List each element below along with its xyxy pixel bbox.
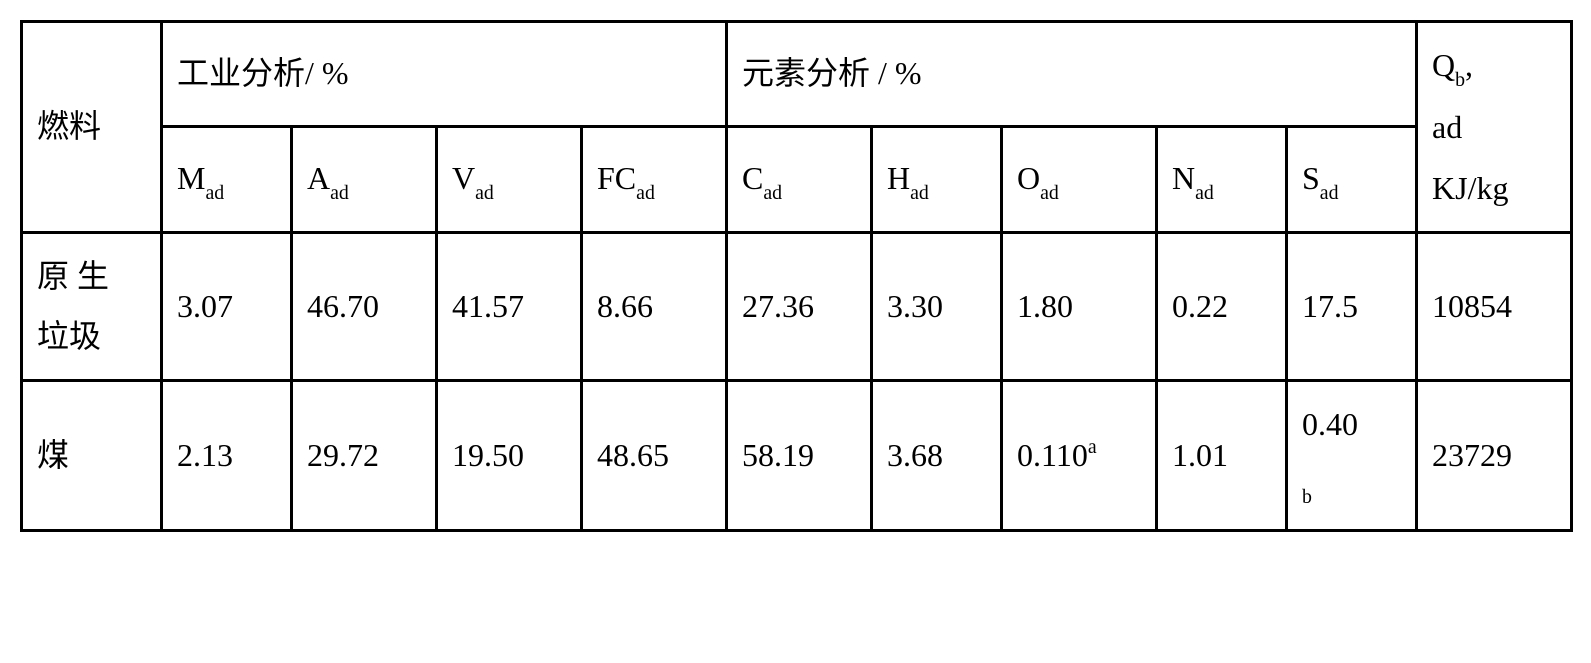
header-fuel: 燃料	[22, 22, 162, 233]
header-industrial-analysis: 工业分析/ %	[162, 22, 727, 127]
cell-value: 1.01	[1157, 381, 1287, 531]
cell-value: 3.30	[872, 232, 1002, 381]
header-qb: Qb, ad KJ/kg	[1417, 22, 1572, 233]
fuel-analysis-table: 燃料 工业分析/ % 元素分析 / % Qb, ad KJ/kg Mad Aad…	[20, 20, 1573, 532]
table-row: 原 生垃圾 3.07 46.70 41.57 8.66 27.36 3.30 1…	[22, 232, 1572, 381]
header-FCad: FCad	[582, 126, 727, 232]
footnote-b: b	[1302, 486, 1312, 508]
cell-value: 48.65	[582, 381, 727, 531]
header-row-1: 燃料 工业分析/ % 元素分析 / % Qb, ad KJ/kg	[22, 22, 1572, 127]
q-sub: b	[1455, 69, 1465, 91]
cell-value: 0.22	[1157, 232, 1287, 381]
cell-value: 58.19	[727, 381, 872, 531]
cell-value: 3.68	[872, 381, 1002, 531]
header-elemental-analysis: 元素分析 / %	[727, 22, 1417, 127]
cell-value: 23729	[1417, 381, 1572, 531]
cell-value: 3.07	[162, 232, 292, 381]
cell-value: 29.72	[292, 381, 437, 531]
cell-value: 17.5	[1287, 232, 1417, 381]
cell-value: 0.40b	[1287, 381, 1417, 531]
q-line2: ad	[1432, 109, 1462, 145]
q-main: Q	[1432, 47, 1455, 83]
header-Vad: Vad	[437, 126, 582, 232]
row-label-coal: 煤	[22, 381, 162, 531]
table-row: 煤 2.13 29.72 19.50 48.65 58.19 3.68 0.11…	[22, 381, 1572, 531]
cell-value: 8.66	[582, 232, 727, 381]
cell-value: 41.57	[437, 232, 582, 381]
cell-value: 2.13	[162, 381, 292, 531]
row-label-raw-garbage: 原 生垃圾	[22, 232, 162, 381]
header-Cad: Cad	[727, 126, 872, 232]
header-Mad: Mad	[162, 126, 292, 232]
cell-value: 27.36	[727, 232, 872, 381]
footnote-a: a	[1088, 436, 1097, 458]
q-suffix: ,	[1465, 47, 1473, 83]
header-row-2: Mad Aad Vad FCad Cad Had Oad Nad Sad	[22, 126, 1572, 232]
header-Nad: Nad	[1157, 126, 1287, 232]
q-line3: KJ/kg	[1432, 170, 1508, 206]
header-Aad: Aad	[292, 126, 437, 232]
cell-value: 1.80	[1002, 232, 1157, 381]
cell-value: 46.70	[292, 232, 437, 381]
header-Oad: Oad	[1002, 126, 1157, 232]
cell-value: 10854	[1417, 232, 1572, 381]
cell-value: 0.110a	[1002, 381, 1157, 531]
header-Had: Had	[872, 126, 1002, 232]
cell-value: 19.50	[437, 381, 582, 531]
header-Sad: Sad	[1287, 126, 1417, 232]
